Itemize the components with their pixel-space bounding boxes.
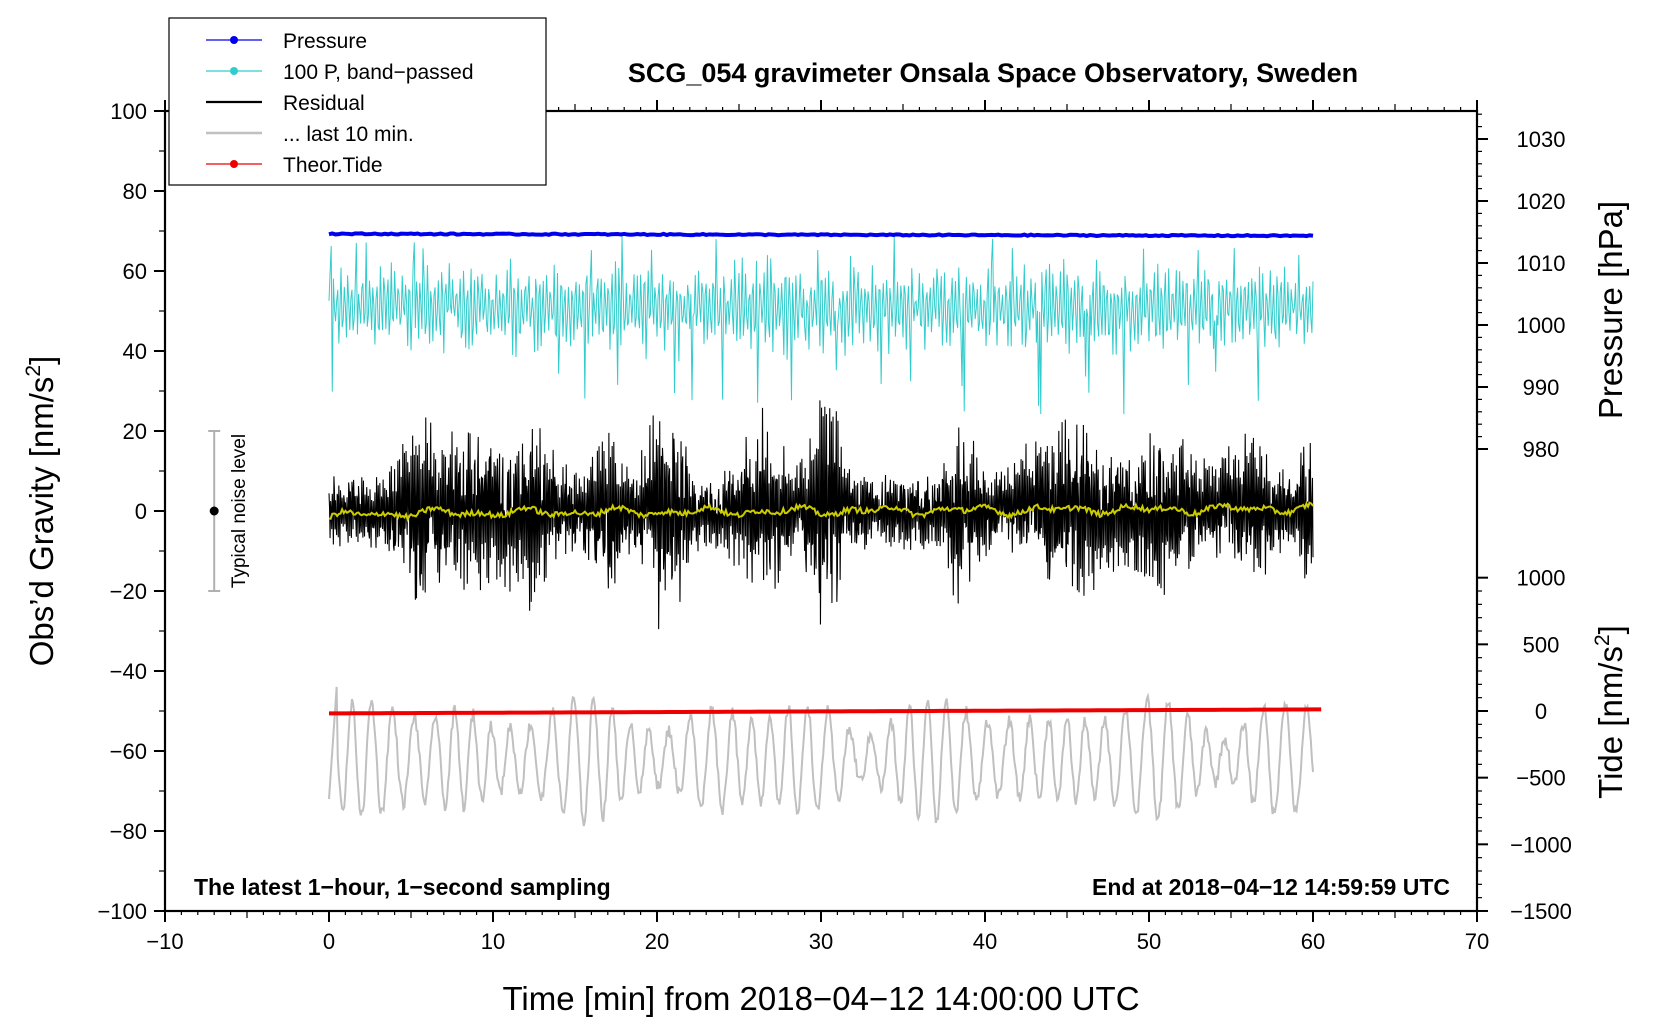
- y-tick-label: 0: [135, 499, 147, 524]
- tide-tick-label: 500: [1523, 632, 1560, 657]
- y-axis-title-sup: 2: [22, 365, 45, 377]
- band-passed-pressure-line: [328, 235, 1314, 415]
- tide-tick-label: 0: [1535, 699, 1547, 724]
- residual-line: [328, 400, 1314, 630]
- y-tick-label: 100: [110, 99, 147, 124]
- y-tick-label: −20: [110, 579, 147, 604]
- noise-level-dot: [209, 506, 219, 516]
- pressure-line: [328, 231, 1314, 239]
- smoothed-residual-line: [328, 500, 1314, 523]
- y-tick-label: 20: [123, 419, 147, 444]
- pressure-axis-title: Pressure [hPa]: [1592, 201, 1629, 419]
- pressure-tick-label: 1020: [1517, 189, 1566, 214]
- tide-tick-label: 1000: [1517, 566, 1566, 591]
- legend: Pressure 100 P, band−passed Residual ... la…: [168, 17, 547, 186]
- tide-axis-title: Tide [nm/s2]: [1591, 625, 1629, 799]
- x-tick-label: 20: [645, 929, 669, 954]
- x-tick-label: 0: [323, 929, 335, 954]
- tide-axis-title-sup: 2: [1591, 634, 1614, 646]
- x-tick-label: 40: [973, 929, 997, 954]
- tide-tick-label: −1000: [1510, 832, 1572, 857]
- y-axis-title: Obs’d Gravity [nm/s2]: [22, 356, 60, 667]
- pressure-tick-label: 1010: [1517, 251, 1566, 276]
- series-layer: Typical noise level: [208, 231, 1322, 827]
- legend-label: Pressure: [283, 30, 367, 53]
- y-tick-label: 80: [123, 179, 147, 204]
- legend-swatch-dot: [230, 36, 238, 44]
- pressure-tick-label: 1030: [1517, 127, 1566, 152]
- theoretical-tide-line: [328, 707, 1322, 716]
- y-tick-label: −80: [110, 819, 147, 844]
- y-tick-label: 60: [123, 259, 147, 284]
- legend-swatch-dot: [230, 67, 238, 75]
- legend-label: Theor.Tide: [283, 154, 383, 177]
- tide-tick-label: −500: [1516, 766, 1566, 791]
- x-tick-label: −10: [146, 929, 183, 954]
- tide-tick-label: −1500: [1510, 899, 1572, 924]
- annotation-latest-hour: The latest 1−hour, 1−second sampling: [194, 874, 611, 900]
- tide-axis-title-end: ]: [1592, 625, 1629, 634]
- pressure-tick-label: 990: [1523, 375, 1560, 400]
- x-tick-label: 60: [1301, 929, 1325, 954]
- x-tick-label: 10: [481, 929, 505, 954]
- y-tick-label: 40: [123, 339, 147, 364]
- x-tick-label: 50: [1137, 929, 1161, 954]
- legend-label: Residual: [283, 92, 365, 115]
- y-tick-label: −60: [110, 739, 147, 764]
- y-tick-label: −40: [110, 659, 147, 684]
- x-axis-title: Time [min] from 2018−04−12 14:00:00 UTC: [502, 980, 1139, 1017]
- tide-axis-title-main: Tide [nm/s: [1592, 646, 1629, 799]
- x-tick-label: 70: [1465, 929, 1489, 954]
- legend-swatch-dot: [230, 160, 238, 168]
- last-10-min-line: [328, 686, 1314, 827]
- legend-label: 100 P, band−passed: [283, 61, 474, 84]
- x-tick-label: 30: [809, 929, 833, 954]
- noise-level-label: Typical noise level: [229, 434, 250, 588]
- legend-label: ... last 10 min.: [283, 123, 414, 146]
- chart-title: SCG_054 gravimeter Onsala Space Observat…: [628, 58, 1358, 88]
- annotation-end-time: End at 2018−04−12 14:59:59 UTC: [1092, 874, 1450, 900]
- y-axis-title-end: ]: [23, 356, 60, 365]
- pressure-tick-label: 1000: [1517, 313, 1566, 338]
- y-axis-title-main: Obs’d Gravity [nm/s: [23, 377, 60, 667]
- pressure-tick-label: 980: [1523, 437, 1560, 462]
- axes-layer: −10 0 10 20 30 40 50 60 70−100−80−60−40−20020406…: [97, 99, 1571, 954]
- y-tick-label: −100: [97, 899, 147, 924]
